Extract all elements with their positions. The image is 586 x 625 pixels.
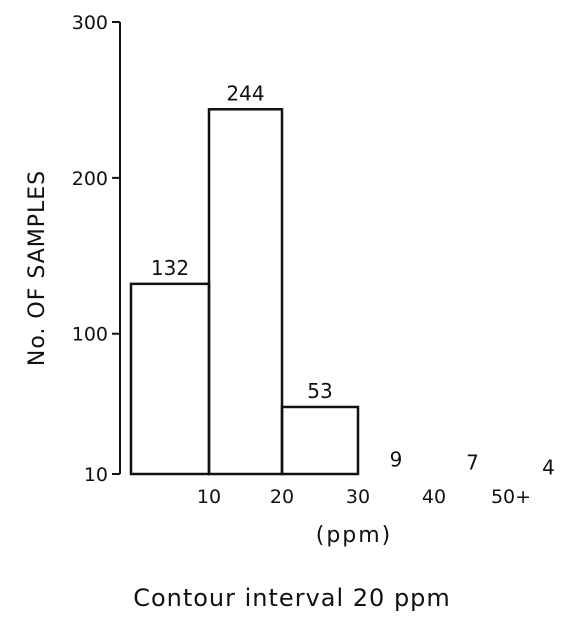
y-axis-ticks: 10 100 200 300 [72, 12, 120, 486]
x-axis-label: (ppm) [316, 523, 393, 548]
histogram-bar [129, 282, 211, 476]
y-tick-label: 300 [72, 12, 108, 34]
y-axis-label: No. OF SAMPLES [25, 170, 50, 366]
chart-caption: Contour interval 20 ppm [133, 584, 451, 612]
data-labels: 132 244 53 9 7 4 [151, 81, 555, 479]
bars [129, 108, 360, 476]
bar-value-label: 53 [307, 379, 332, 403]
x-axis-tick-labels: 10 20 30 40 50+ [197, 486, 531, 508]
x-tick-label: 10 [197, 486, 221, 508]
x-tick-label: 40 [422, 486, 446, 508]
x-tick-label: 20 [270, 486, 294, 508]
y-tick-label: 10 [84, 464, 108, 486]
bar-value-label: 244 [226, 81, 264, 105]
bar-value-label: 4 [542, 455, 555, 479]
histogram-bar [207, 108, 284, 476]
bar-value-label: 132 [151, 256, 189, 280]
x-tick-label: 50+ [491, 486, 531, 508]
x-tick-label: 30 [346, 486, 370, 508]
bar-value-label: 7 [466, 451, 479, 475]
y-tick-label: 100 [72, 324, 108, 346]
y-tick-label: 200 [72, 168, 108, 190]
bar-value-label: 9 [390, 448, 403, 472]
histogram-bar [280, 405, 360, 476]
